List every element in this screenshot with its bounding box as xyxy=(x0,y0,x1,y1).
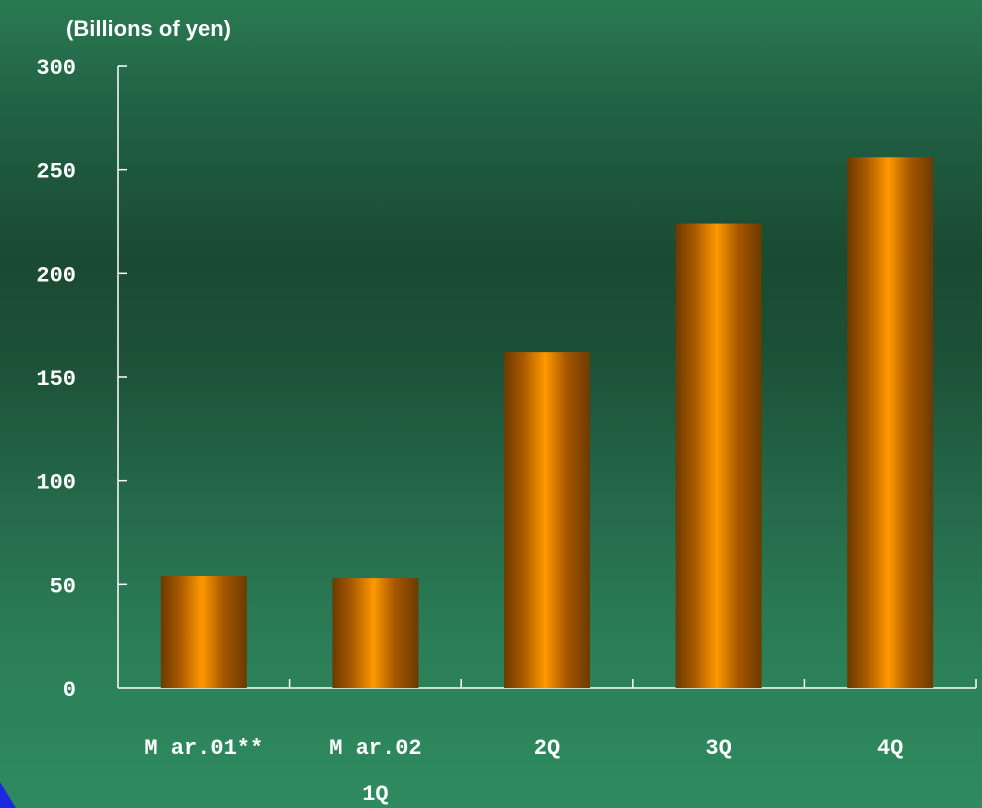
x-tick-label: M ar.01** xyxy=(144,736,263,761)
bar xyxy=(160,576,247,688)
x-tick-label: M ar.02 xyxy=(329,736,421,761)
bar xyxy=(332,578,419,688)
bar xyxy=(675,223,762,688)
y-tick-label: 0 xyxy=(63,678,76,703)
y-tick-label: 300 xyxy=(36,56,76,81)
x-tick-label-line2: 1Q xyxy=(362,782,388,807)
y-tick-label: 100 xyxy=(36,471,76,496)
bar xyxy=(504,352,590,688)
y-tick-label: 250 xyxy=(36,160,76,185)
corner-decoration xyxy=(0,782,16,808)
x-axis-labels: M ar.01** M ar.02 1Q 2Q 3Q 4Q xyxy=(144,736,903,807)
y-tick-label: 150 xyxy=(36,367,76,392)
y-tick-label: 200 xyxy=(36,263,76,288)
x-tick-label: 2Q xyxy=(534,736,560,761)
x-tick-label: 3Q xyxy=(705,736,731,761)
y-axis: 0 50 100 150 200 250 300 xyxy=(36,56,127,703)
y-tick-label: 50 xyxy=(50,574,76,599)
bars xyxy=(160,157,934,688)
x-tick-label: 4Q xyxy=(877,736,903,761)
y-axis-unit-label: (Billions of yen) xyxy=(66,16,231,41)
bar xyxy=(847,157,934,688)
